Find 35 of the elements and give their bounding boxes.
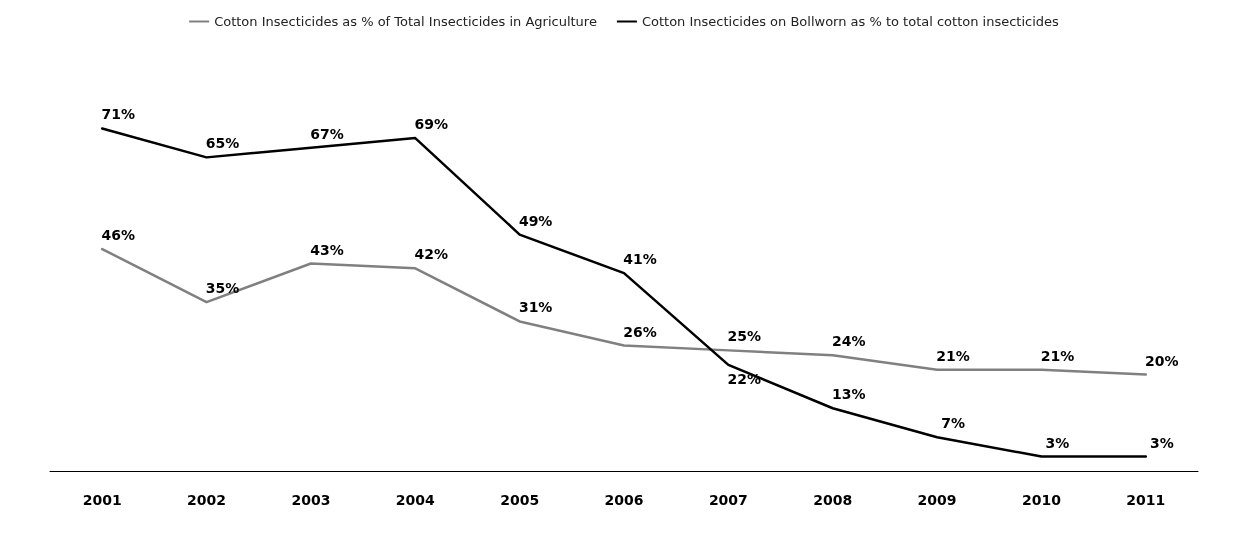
data-label: 71% <box>101 106 135 123</box>
x-tick-label: 2004 <box>395 492 436 508</box>
x-tick-label: 2007 <box>708 492 748 508</box>
x-tick-label: 2001 <box>82 492 122 508</box>
x-tick-label: 2010 <box>1021 492 1062 508</box>
data-label: 21% <box>936 347 970 364</box>
data-label: 25% <box>727 328 762 345</box>
x-tick-label: 2002 <box>187 492 227 508</box>
legend-label: Cotton Insecticides on Bollworn as % to total cotton insecticides <box>641 14 1060 29</box>
data-label: 3% <box>1045 434 1070 451</box>
data-label: 7% <box>941 415 965 432</box>
data-label: 24% <box>831 333 866 350</box>
x-tick-label: 2009 <box>917 492 957 508</box>
data-label: 49% <box>518 212 553 229</box>
data-label: 42% <box>414 246 449 263</box>
data-label: 43% <box>310 241 344 258</box>
data-label: 3% <box>1149 434 1174 451</box>
data-label: 35% <box>205 280 240 297</box>
data-label: 31% <box>518 299 553 316</box>
x-tick-label: 2006 <box>604 492 644 508</box>
data-label: 13% <box>831 386 866 403</box>
data-label: 22% <box>727 370 762 387</box>
data-label: 46% <box>101 227 135 244</box>
data-label: 21% <box>1040 347 1075 364</box>
data-label: 69% <box>414 116 449 133</box>
legend-label: Cotton Insecticides as % of Total Insecticides in Agriculture <box>214 14 597 29</box>
x-tick-label: 2003 <box>291 492 331 508</box>
data-label: 65% <box>205 135 240 152</box>
data-label: 41% <box>623 251 657 268</box>
x-tick-label: 2008 <box>813 492 853 508</box>
x-tick-label: 2005 <box>500 492 540 508</box>
x-tick-label: 2011 <box>1126 492 1166 508</box>
data-label: 20% <box>1145 352 1179 369</box>
data-label: 26% <box>623 323 657 340</box>
data-label: 67% <box>310 125 344 142</box>
